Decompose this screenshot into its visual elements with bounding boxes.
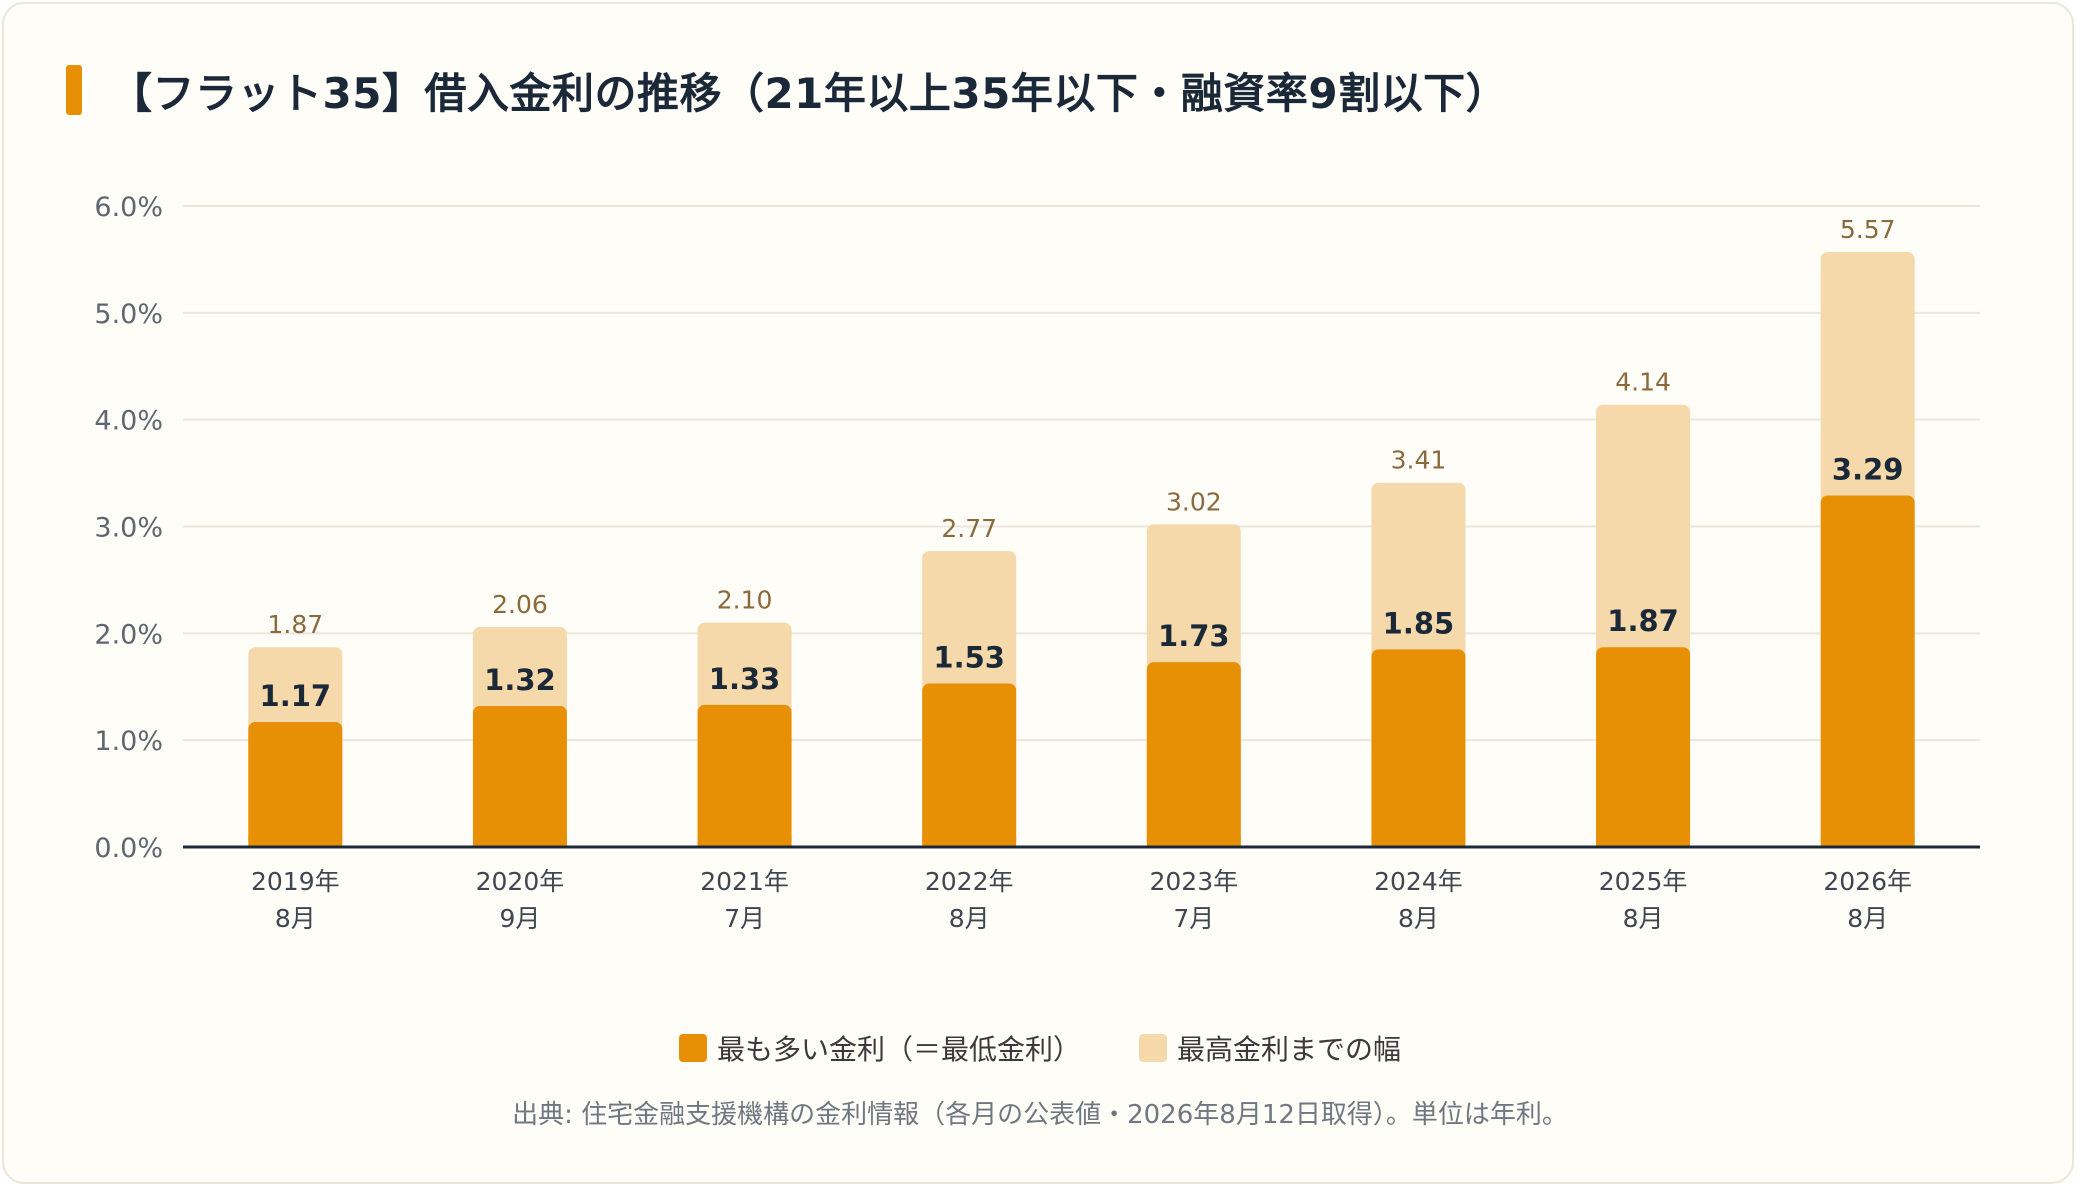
min-rate-label: 1.33 [709,662,781,696]
bar-min-rate [472,705,567,847]
bar-min-rate [1146,662,1241,847]
x-tick-label-year: 2026年 [1823,867,1912,896]
max-rate-label: 1.87 [267,610,323,639]
chart-title: 【フラット35】借入金利の推移（21年以上35年以下・融資率9割以下） [110,68,1509,118]
legend-item-min-rate: 最も多い金利（＝最低金利） [678,1028,1081,1068]
y-tick-label: 4.0% [94,406,163,437]
bar-min-rate [1820,495,1915,847]
bar-min-rate-base [248,837,343,847]
min-rate-label: 1.17 [260,679,332,713]
x-tick-label-month: 8月 [1623,904,1664,933]
min-rate-label: 3.29 [1832,453,1904,487]
x-tick-label-year: 2022年 [925,867,1014,896]
x-tick-label-month: 8月 [1398,904,1439,933]
legend-swatch-range [1139,1034,1167,1062]
max-rate-label: 3.41 [1391,446,1447,475]
min-rate-label: 1.73 [1158,619,1230,653]
legend-swatch-min-rate [678,1034,707,1062]
y-tick-label: 3.0% [94,513,163,544]
x-tick-label-year: 2024年 [1374,867,1463,896]
min-rate-label: 1.87 [1607,604,1679,638]
title-row: 【フラット35】借入金利の推移（21年以上35年以下・融資率9割以下） [66,62,1508,118]
x-tick-label-year: 2021年 [700,867,789,896]
min-rate-label: 1.32 [484,663,556,697]
max-rate-label: 4.14 [1615,368,1671,397]
bar-min-rate-base [1371,837,1466,847]
x-tick-label-year: 2019年 [251,867,340,896]
legend-item-range: 最高金利までの幅 [1139,1028,1401,1068]
bar-min-rate [1596,647,1691,847]
y-tick-label: 0.0% [94,833,163,864]
x-tick-label-month: 8月 [949,904,990,933]
max-rate-label: 2.10 [717,586,773,615]
max-rate-label: 2.77 [941,514,997,543]
y-tick-label: 2.0% [94,619,163,650]
max-rate-label: 5.57 [1840,215,1896,244]
bar-min-rate-base [697,837,792,847]
x-tick-label-month: 7月 [1173,904,1214,933]
bar-min-rate-base [1146,837,1241,847]
x-tick-label-month: 8月 [275,904,316,933]
max-rate-label: 3.02 [1166,487,1222,516]
bar-min-rate-base [1596,837,1691,847]
source-note: 出典: 住宅金融支援機構の金利情報（各月の公表値・2026年8月12日取得）。単… [512,1100,1568,1130]
legend-label-range: 最高金利までの幅 [1177,1033,1402,1066]
legend: 最も多い金利（＝最低金利） 最高金利までの幅 [0,1028,2080,1068]
x-tick-label-month: 9月 [499,904,540,933]
y-tick-label: 6.0% [94,192,163,223]
bar-min-rate-base [922,837,1017,847]
bar-min-rate [1371,649,1466,847]
min-rate-label: 1.85 [1383,606,1455,640]
x-tick-label-month: 8月 [1847,904,1888,933]
x-tick-label-year: 2025年 [1599,867,1688,896]
x-tick-label-year: 2023年 [1150,867,1239,896]
legend-label-min-rate: 最も多い金利（＝最低金利） [716,1033,1081,1066]
bar-min-rate [248,722,343,847]
title-accent-bar [66,65,82,115]
chart-plot: 0.0% 1.0% 2.0% 3.0% 4.0% 5.0% 6.0% 1.87 1.17 2019… [94,192,1980,933]
bar-min-rate-base [472,837,567,847]
y-tick-label: 1.0% [94,726,163,757]
bar-min-rate [697,704,792,847]
y-tick-label: 5.0% [94,299,163,330]
min-rate-label: 1.53 [933,641,1005,675]
x-tick-label-year: 2020年 [476,867,565,896]
max-rate-label: 2.06 [492,590,548,619]
x-tick-label-month: 7月 [724,904,765,933]
bar-min-rate-base [1820,837,1915,847]
bar-min-rate [922,683,1017,847]
